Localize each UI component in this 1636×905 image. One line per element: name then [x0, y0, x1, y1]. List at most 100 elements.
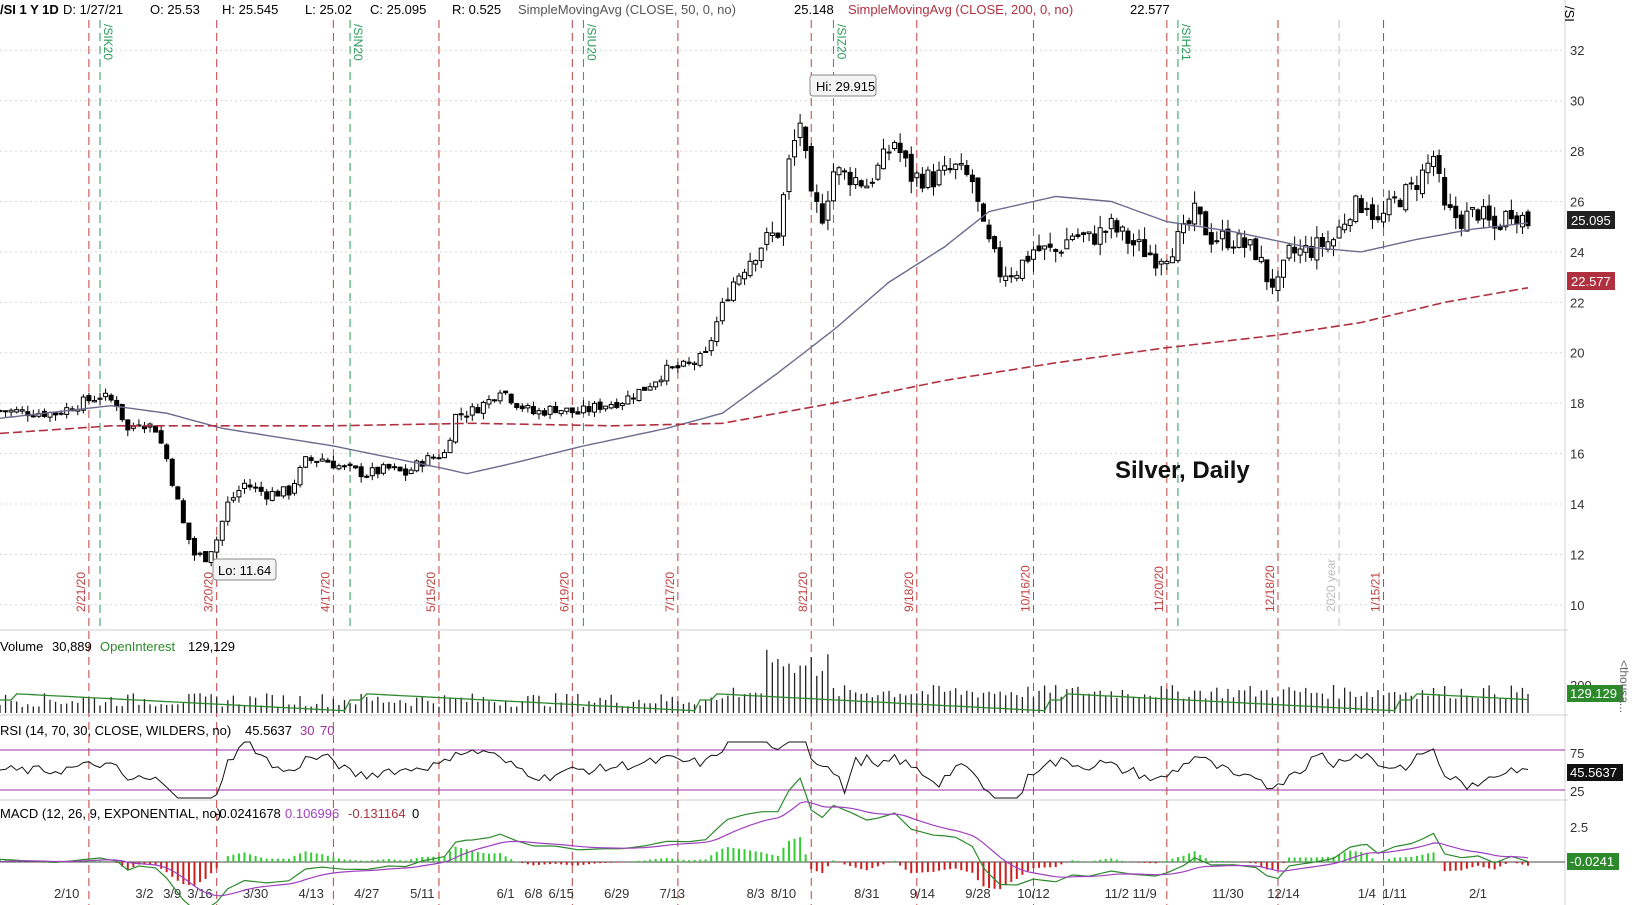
candle-body: [614, 401, 620, 408]
candle-body: [597, 401, 603, 410]
sma50-label: SimpleMovingAvg (CLOSE, 50, 0, no): [518, 2, 736, 17]
event-label: 6/19/20: [557, 572, 571, 612]
candle-body: [1453, 205, 1459, 219]
candle-body: [769, 232, 775, 237]
candle-body: [636, 388, 642, 402]
candle-body: [1019, 259, 1025, 279]
candle-body: [519, 405, 525, 410]
ytick-32: 32: [1570, 43, 1584, 58]
svg-text:2.5: 2.5: [1570, 820, 1588, 835]
candle-body: [875, 164, 881, 180]
svg-text:70: 70: [320, 723, 334, 738]
candle-body: [1425, 162, 1431, 174]
candle-body: [525, 404, 531, 409]
candle-body: [692, 362, 698, 365]
candle-body: [1125, 230, 1131, 244]
candle-body: [30, 415, 36, 418]
svg-text:MACD (12, 26, 9, EXPONENTIAL,: MACD (12, 26, 9, EXPONENTIAL, no): [0, 806, 221, 821]
candle-body: [258, 486, 264, 492]
svg-text:0: 0: [412, 806, 419, 821]
candle-body: [942, 165, 948, 171]
candle-body: [758, 247, 764, 262]
candle-body: [869, 181, 875, 184]
candle-body: [1003, 275, 1009, 282]
xtick: 2/1: [1469, 886, 1487, 901]
ytick-24: 24: [1570, 245, 1584, 260]
expiry-label: /SIN20: [351, 24, 365, 61]
candle-body: [1514, 215, 1520, 225]
candle-body: [1525, 211, 1531, 227]
date-label: D: 1/27/21: [63, 2, 123, 17]
candle-body: [1264, 259, 1270, 283]
volume-header: Volume 30,889 OpenInterest 129,129 200 1…: [0, 639, 1631, 713]
candle-body: [1375, 216, 1381, 221]
candle-body: [1403, 184, 1409, 211]
xtick: 3/9: [163, 886, 181, 901]
candle-body: [141, 425, 147, 430]
candle-body: [892, 142, 898, 150]
candle-body: [336, 465, 342, 470]
candle-body: [1308, 245, 1314, 258]
xtick: 3/30: [243, 886, 268, 901]
xtick: 11/2: [1105, 886, 1129, 901]
candle-body: [91, 399, 97, 403]
candle-body: [297, 466, 303, 486]
candle-body: [1297, 248, 1303, 256]
candle-body: [697, 353, 703, 366]
candle-body: [730, 281, 736, 301]
candle-body: [1414, 185, 1420, 190]
candle-body: [58, 412, 64, 415]
candle-body: [186, 522, 192, 541]
candle-body: [580, 405, 586, 414]
candle-body: [1447, 204, 1453, 208]
candle-body: [469, 406, 475, 416]
candle-body: [447, 439, 453, 454]
candle-body: [992, 236, 998, 250]
event-label: 12/18/20: [1263, 565, 1277, 612]
candle-body: [1353, 195, 1359, 222]
candle-body: [158, 430, 164, 444]
candle-body: [314, 460, 320, 463]
candle-body: [825, 200, 831, 221]
hi-label: Hi: 29.915: [809, 74, 877, 97]
candle-body: [436, 457, 442, 460]
candle-body: [1397, 199, 1403, 208]
candle-body: [797, 122, 803, 138]
candle-body: [1381, 212, 1387, 223]
candle-body: [392, 466, 398, 469]
sma50-value: 25.148: [794, 2, 834, 17]
candle-body: [564, 407, 570, 412]
candle-body: [14, 409, 20, 413]
candle-body: [319, 458, 325, 462]
candle-body: [1158, 260, 1164, 265]
candle-body: [1503, 210, 1509, 228]
candle-body: [1475, 209, 1481, 221]
candle-body: [169, 458, 175, 486]
candle-body: [1519, 214, 1525, 228]
xtick: 1/11: [1382, 886, 1406, 901]
candle-body: [8, 409, 14, 413]
xtick: 6/8: [524, 886, 542, 901]
candle-body: [608, 403, 614, 409]
svg-text:-0.0241678: -0.0241678: [215, 806, 281, 821]
chart-title: Silver, Daily: [1115, 457, 1250, 484]
candle-body: [1286, 244, 1292, 259]
candle-body: [208, 551, 214, 564]
candle-body: [1358, 198, 1364, 213]
candle-body: [703, 350, 709, 353]
event-lines: 2/21/20 3/20/20 4/17/20 5/15/20 6/19/20 7/17/…: [74, 20, 1385, 905]
candle-body: [536, 410, 542, 415]
event-label: 8/21/20: [796, 572, 810, 612]
candle-body: [625, 395, 631, 405]
range-label: R: 0.525: [452, 2, 501, 17]
candle-body: [453, 413, 459, 443]
candle-body: [1092, 233, 1098, 245]
candle-body: [1369, 204, 1375, 220]
candle-body: [303, 456, 309, 468]
candle-body: [842, 170, 848, 173]
candle-body: [603, 405, 609, 410]
price-axis: 10 12 14 16 18 20 22 24 26 28 30 32: [1570, 43, 1584, 613]
candle-body: [497, 392, 503, 402]
xtick: 4/13: [299, 886, 324, 901]
